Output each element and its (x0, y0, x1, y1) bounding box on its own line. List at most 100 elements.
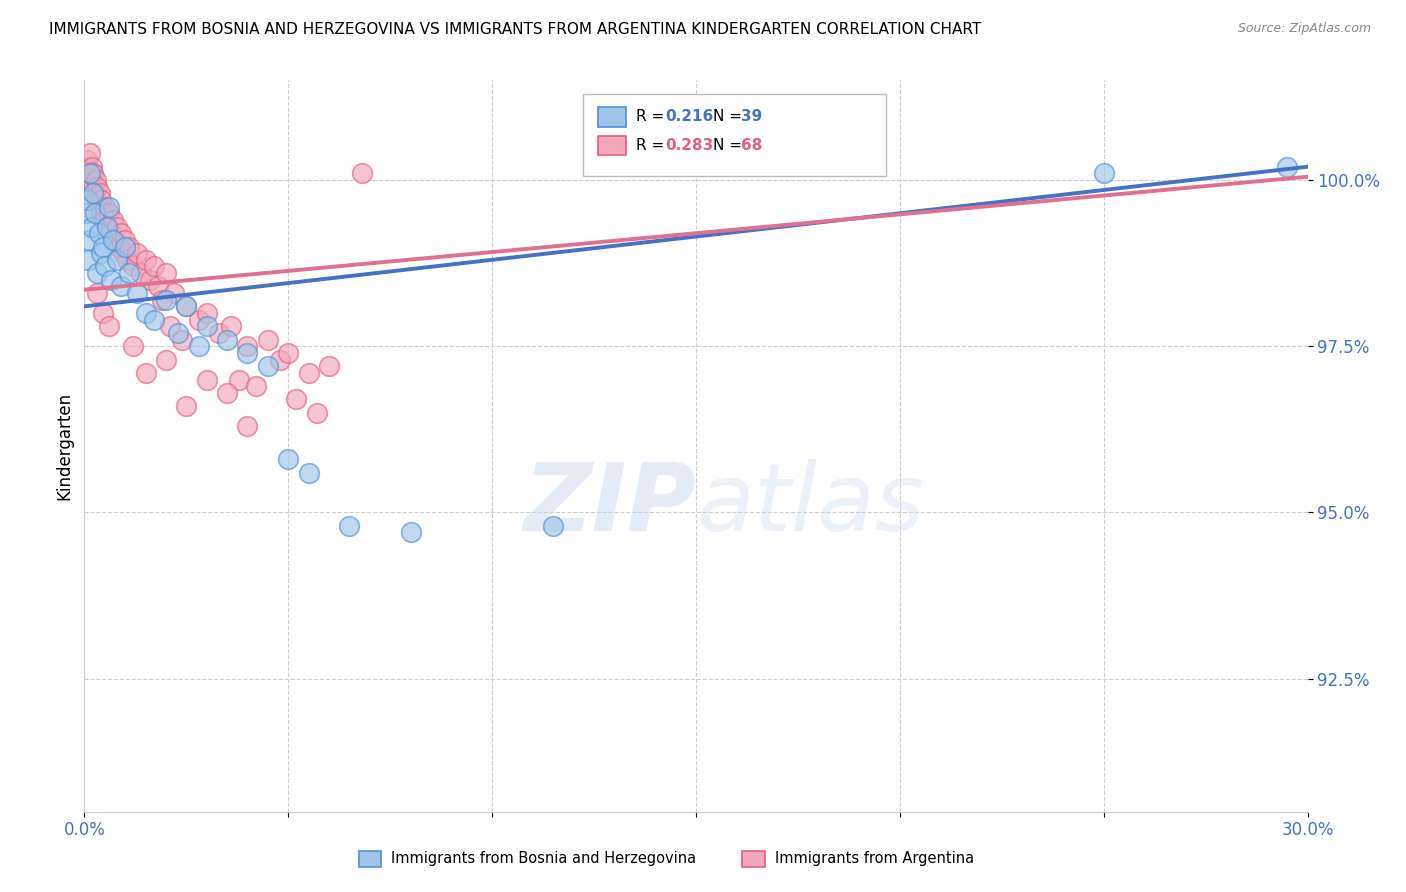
Text: ZIP: ZIP (523, 458, 696, 550)
Point (298, 466, 321, 480)
Point (219, 319, 242, 334)
Point (108, 239, 131, 253)
Point (86, 179, 108, 194)
Point (118, 239, 141, 253)
Point (245, 379, 267, 393)
Point (269, 352, 291, 367)
Point (100, 273, 122, 287)
Point (228, 372, 250, 386)
Point (1092, 166, 1115, 180)
Text: 0.216: 0.216 (665, 110, 713, 124)
Point (86, 193, 108, 207)
Point (80, 219, 103, 234)
Point (1277, 160, 1299, 174)
Point (146, 279, 169, 293)
Point (277, 346, 299, 360)
Text: R =: R = (636, 138, 669, 153)
Point (114, 239, 136, 253)
Point (195, 306, 218, 320)
Point (96, 219, 118, 234)
Point (86, 286, 108, 301)
Point (75, 206, 97, 220)
Point (318, 359, 340, 374)
Point (100, 226, 122, 240)
Point (195, 319, 218, 334)
Point (79, 146, 101, 161)
Point (97, 200, 120, 214)
Point (84, 173, 107, 187)
Point (142, 260, 165, 274)
Point (77, 252, 100, 267)
Point (82, 179, 104, 194)
Text: 0.283: 0.283 (665, 138, 713, 153)
Point (131, 266, 153, 280)
Text: R =: R = (636, 110, 669, 124)
Point (90, 206, 112, 220)
Point (112, 246, 135, 260)
Point (187, 312, 209, 326)
Point (155, 293, 177, 307)
Point (138, 273, 160, 287)
Point (93, 200, 115, 214)
Point (257, 359, 280, 374)
Text: N =: N = (713, 138, 747, 153)
Point (305, 406, 328, 420)
Point (101, 233, 124, 247)
Point (90, 246, 112, 260)
Point (163, 286, 186, 301)
Text: Immigrants from Bosnia and Herzegovina: Immigrants from Bosnia and Herzegovina (391, 852, 696, 866)
Point (339, 518, 361, 533)
Point (82, 186, 104, 201)
Point (399, 525, 422, 540)
Point (75, 160, 97, 174)
Point (127, 246, 149, 260)
Point (105, 252, 128, 267)
Point (285, 392, 308, 407)
Point (90, 193, 112, 207)
Point (91, 306, 114, 320)
Point (172, 333, 194, 347)
Point (127, 286, 149, 301)
Point (174, 299, 197, 313)
Point (86, 266, 108, 280)
Point (114, 233, 136, 247)
Point (118, 266, 141, 280)
Point (77, 166, 100, 180)
Text: N =: N = (713, 110, 747, 124)
Point (135, 306, 157, 320)
Point (122, 339, 145, 353)
Text: Source: ZipAtlas.com: Source: ZipAtlas.com (1237, 22, 1371, 36)
Point (174, 299, 197, 313)
Point (150, 293, 173, 307)
Point (83, 206, 105, 220)
Point (135, 366, 157, 380)
Point (97, 319, 120, 334)
Point (277, 452, 299, 467)
Point (104, 233, 127, 247)
Point (91, 239, 114, 253)
Point (80, 160, 103, 174)
Text: IMMIGRANTS FROM BOSNIA AND HERZEGOVINA VS IMMIGRANTS FROM ARGENTINA KINDERGARTEN: IMMIGRANTS FROM BOSNIA AND HERZEGOVINA V… (49, 22, 981, 37)
Point (257, 333, 280, 347)
Point (79, 166, 101, 180)
Point (142, 312, 165, 326)
Point (97, 206, 120, 220)
Point (83, 186, 105, 201)
Text: 39: 39 (741, 110, 762, 124)
Point (87, 226, 110, 240)
Point (89, 186, 111, 201)
Point (82, 166, 104, 180)
Point (167, 326, 190, 340)
Point (217, 333, 239, 347)
Point (115, 252, 138, 267)
Point (76, 193, 98, 207)
Y-axis label: Kindergarten: Kindergarten (55, 392, 73, 500)
Point (105, 219, 128, 234)
Point (236, 346, 259, 360)
Point (135, 252, 157, 267)
Point (350, 166, 373, 180)
Point (77, 173, 100, 187)
Text: Immigrants from Argentina: Immigrants from Argentina (775, 852, 974, 866)
Point (93, 260, 115, 274)
Text: atlas: atlas (696, 459, 924, 550)
